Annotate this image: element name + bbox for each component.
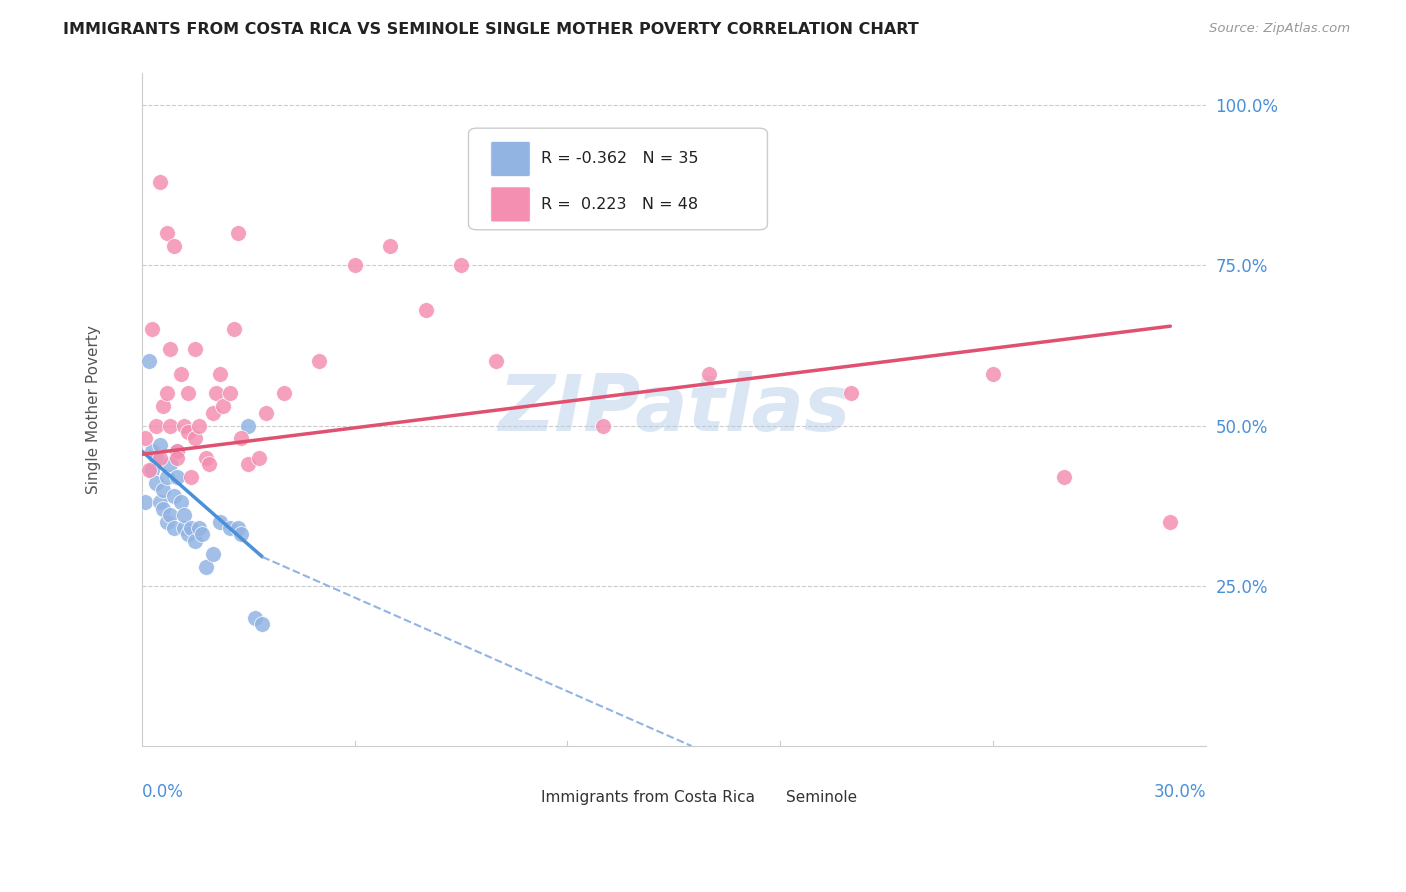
Point (981, 368, 1004, 382)
Point (485, 354, 508, 368)
Point (184, 431, 207, 445)
Point (152, 501, 174, 516)
Point (166, 450, 188, 465)
Point (194, 450, 217, 465)
Point (148, 438, 170, 452)
Point (184, 342, 207, 356)
Point (173, 521, 195, 535)
Point (141, 463, 163, 477)
Point (273, 386, 295, 401)
Point (191, 527, 214, 541)
Point (205, 386, 228, 401)
Point (145, 450, 167, 465)
Point (180, 521, 202, 535)
Point (1053, 470, 1076, 484)
Point (219, 386, 242, 401)
Point (145, 476, 167, 491)
Point (187, 418, 209, 433)
Point (212, 399, 235, 413)
Point (252, 617, 274, 632)
Point (141, 444, 163, 458)
Point (177, 386, 200, 401)
Point (152, 399, 174, 413)
Point (170, 368, 193, 382)
Point (208, 515, 231, 529)
Point (148, 495, 170, 509)
Point (198, 457, 221, 471)
Point (343, 258, 366, 272)
Text: Seminole: Seminole (786, 789, 856, 805)
Point (378, 239, 401, 253)
Point (1159, 515, 1181, 529)
Point (231, 527, 253, 541)
Point (166, 470, 188, 484)
Point (173, 418, 195, 433)
Point (177, 527, 200, 541)
Point (180, 470, 202, 484)
Point (159, 342, 181, 356)
Point (226, 226, 249, 240)
Point (219, 521, 242, 535)
Point (592, 418, 614, 433)
Point (152, 483, 174, 497)
Point (156, 470, 179, 484)
Point (148, 175, 170, 189)
Point (138, 463, 160, 477)
Point (187, 521, 209, 535)
Point (159, 508, 181, 523)
Point (245, 611, 267, 625)
Text: R =  0.223   N = 48: R = 0.223 N = 48 (541, 197, 697, 212)
Point (163, 489, 186, 503)
Text: R = -0.362   N = 35: R = -0.362 N = 35 (541, 152, 699, 167)
Point (238, 457, 260, 471)
Text: Source: ZipAtlas.com: Source: ZipAtlas.com (1209, 22, 1350, 36)
FancyBboxPatch shape (468, 128, 768, 230)
Point (163, 239, 186, 253)
Point (184, 533, 207, 548)
Point (156, 386, 179, 401)
FancyBboxPatch shape (496, 780, 534, 803)
Text: 30.0%: 30.0% (1153, 783, 1206, 801)
Point (415, 303, 437, 318)
Point (134, 495, 156, 509)
Point (148, 450, 170, 465)
Point (138, 354, 160, 368)
Point (222, 322, 245, 336)
Point (226, 521, 249, 535)
Text: Immigrants from Costa Rica: Immigrants from Costa Rica (541, 789, 755, 805)
Point (159, 418, 181, 433)
Point (208, 368, 231, 382)
Point (159, 457, 181, 471)
Point (231, 431, 253, 445)
FancyBboxPatch shape (491, 187, 530, 222)
Point (697, 368, 720, 382)
Point (166, 444, 188, 458)
Text: ZIPatlas: ZIPatlas (498, 371, 851, 448)
Point (201, 406, 224, 420)
Point (201, 547, 224, 561)
Point (163, 521, 186, 535)
Text: IMMIGRANTS FROM COSTA RICA VS SEMINOLE SINGLE MOTHER POVERTY CORRELATION CHART: IMMIGRANTS FROM COSTA RICA VS SEMINOLE S… (63, 22, 920, 37)
Point (450, 258, 472, 272)
Point (141, 322, 163, 336)
Point (156, 515, 179, 529)
Point (166, 444, 188, 458)
Point (839, 386, 862, 401)
Point (156, 226, 179, 240)
Point (254, 406, 277, 420)
FancyBboxPatch shape (491, 142, 530, 177)
Point (177, 425, 200, 439)
Point (238, 418, 260, 433)
Point (173, 508, 195, 523)
Text: Single Mother Poverty: Single Mother Poverty (86, 325, 101, 494)
Text: 0.0%: 0.0% (142, 783, 184, 801)
Point (134, 431, 156, 445)
Point (247, 450, 270, 465)
Point (194, 559, 217, 574)
FancyBboxPatch shape (741, 780, 779, 803)
Point (308, 354, 330, 368)
Point (145, 418, 167, 433)
Point (170, 495, 193, 509)
